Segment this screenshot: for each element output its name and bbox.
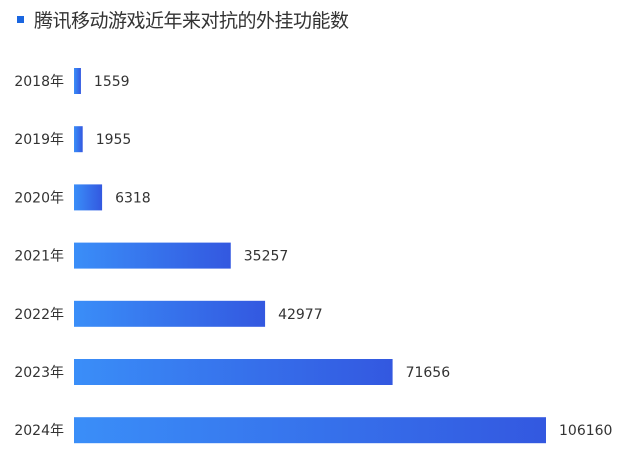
category-label: 2024年 [14,423,64,439]
bar-2021年 [74,242,231,269]
title-marker-icon [17,16,24,23]
bar-2024年 [74,417,546,444]
bar-2018年 [74,68,81,94]
value-label: 35257 [244,249,289,265]
category-label: 2019年 [14,132,64,148]
category-label: 2020年 [14,190,64,206]
value-label: 1559 [94,74,130,90]
bar-2019年 [74,126,83,153]
value-label: 1955 [96,132,132,148]
category-label: 2022年 [14,307,64,323]
value-label: 106160 [559,423,612,439]
value-label: 71656 [406,365,451,381]
category-label: 2021年 [14,249,64,265]
value-label: 42977 [278,307,323,323]
value-label: 6318 [115,190,151,206]
category-label: 2018年 [14,74,64,90]
bar-2020年 [74,184,103,211]
bar-2023年 [74,359,393,385]
category-label: 2023年 [14,365,64,381]
bar-2022年 [74,300,266,327]
chart-title: 腾讯移动游戏近年来对抗的外挂功能数 [34,10,349,32]
